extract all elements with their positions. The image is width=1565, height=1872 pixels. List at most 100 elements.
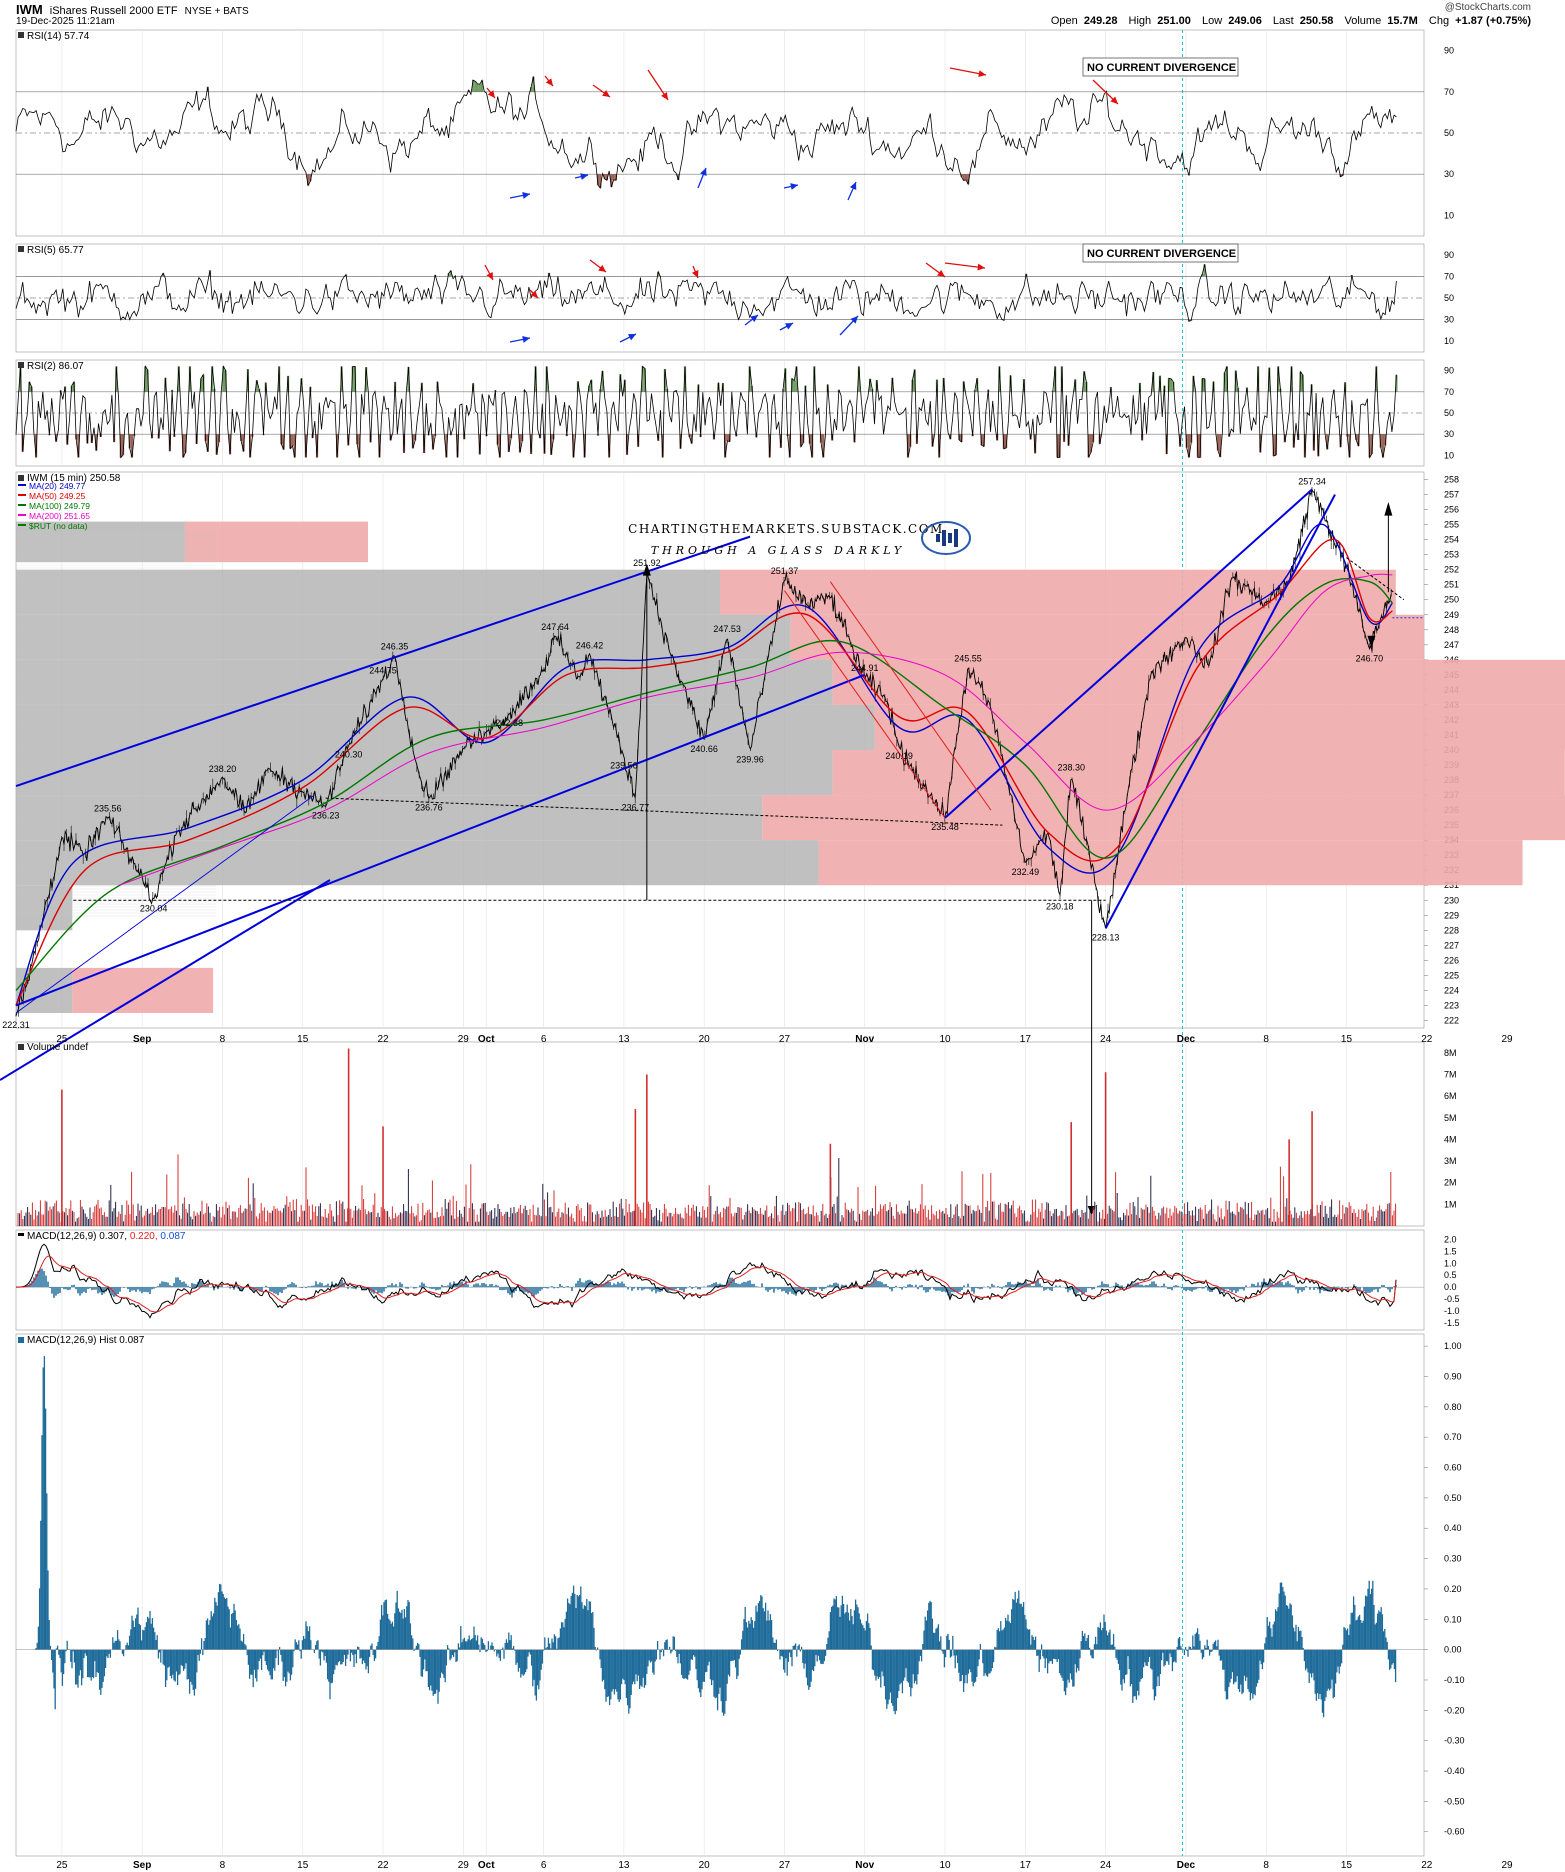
rsi-overbought-fill bbox=[222, 366, 225, 392]
x-axis-label: 15 bbox=[1341, 1860, 1353, 1871]
price-label: 251.92 bbox=[633, 558, 661, 568]
rsi-tick-label: 70 bbox=[1444, 87, 1454, 97]
hist-tick-label: 0.80 bbox=[1444, 1402, 1462, 1412]
rsi-overbought-fill bbox=[1152, 371, 1155, 392]
rsi-oversold-fill bbox=[293, 434, 296, 458]
rsi-oversold-fill bbox=[1355, 434, 1358, 441]
x-axis-label: 13 bbox=[618, 1860, 630, 1871]
price-label: 238.20 bbox=[209, 764, 237, 774]
rsi-oversold-fill bbox=[206, 434, 209, 452]
bearish-divergence-arrow-head bbox=[692, 270, 699, 278]
rsi-oversold-fill bbox=[614, 174, 617, 181]
logo-candle bbox=[942, 530, 946, 546]
x-axis-label: Dec bbox=[1177, 1034, 1196, 1045]
rsi-overbought-fill bbox=[857, 366, 861, 392]
rsi-overbought-fill bbox=[364, 367, 368, 392]
rsi-oversold-fill bbox=[822, 434, 825, 458]
rsi-oversold-fill bbox=[431, 434, 435, 450]
rsi-oversold-fill bbox=[309, 174, 312, 182]
bullish-divergence-arrow-head bbox=[750, 315, 758, 323]
price-label: 222.31 bbox=[2, 1020, 30, 1030]
volume-profile-up-bar bbox=[16, 659, 833, 705]
rsi-overbought-fill bbox=[199, 378, 203, 392]
high-value: 251.00 bbox=[1157, 15, 1191, 27]
hist-tick-label: -0.60 bbox=[1444, 1827, 1465, 1837]
x-axis-label: Nov bbox=[855, 1860, 874, 1871]
rsi-tick-label: 70 bbox=[1444, 387, 1454, 397]
price-label: 238.30 bbox=[1057, 763, 1085, 773]
bullish-divergence-arrow-head bbox=[580, 173, 588, 181]
rsi-oversold-fill bbox=[1381, 434, 1385, 458]
macd-tick-label: -1.5 bbox=[1444, 1318, 1460, 1328]
legend-swatch bbox=[18, 514, 26, 516]
price-legend-item: MA(20) 249.77 bbox=[29, 481, 85, 491]
hist-legend: MACD(12,26,9) Hist 0.087 bbox=[27, 1335, 145, 1346]
volume-tick-label: 8M bbox=[1444, 1048, 1457, 1058]
chg-label: Chg bbox=[1428, 15, 1450, 27]
x-axis-label: 22 bbox=[377, 1860, 389, 1871]
rsi-overbought-fill bbox=[868, 378, 872, 392]
rsi-overbought-fill bbox=[478, 84, 481, 92]
rsi-overbought-fill bbox=[1395, 374, 1398, 392]
low-value: 249.06 bbox=[1228, 15, 1262, 27]
rsi-overbought-fill bbox=[211, 366, 214, 392]
legend-swatch bbox=[18, 524, 26, 526]
x-axis-label: 25 bbox=[56, 1034, 68, 1045]
rsi-oversold-fill bbox=[282, 434, 285, 450]
rsi-overbought-fill bbox=[177, 366, 180, 392]
x-axis-label: 20 bbox=[699, 1860, 711, 1871]
rsi-overbought-fill bbox=[255, 380, 258, 392]
x-axis-label: 10 bbox=[939, 1034, 951, 1045]
price-tick-label: 257 bbox=[1444, 490, 1459, 500]
volume-profile-up-bar bbox=[16, 967, 73, 1013]
rsi-oversold-fill bbox=[242, 434, 245, 452]
bullish-divergence-arrow-head bbox=[700, 168, 707, 176]
bearish-divergence-arrow-head bbox=[487, 90, 495, 98]
volume-label: Volume bbox=[1344, 15, 1382, 27]
rsi-oversold-fill bbox=[612, 174, 615, 180]
rsi-oversold-fill bbox=[906, 434, 910, 458]
rsi-oversold-fill bbox=[411, 434, 415, 449]
rsi-oversold-fill bbox=[119, 434, 122, 458]
falling-channel-line bbox=[784, 590, 946, 819]
x-axis-label: 24 bbox=[1100, 1860, 1112, 1871]
macd-tick-label: 0.5 bbox=[1444, 1270, 1457, 1280]
bullish-divergence-arrow-head bbox=[785, 323, 793, 330]
brand-subtitle: THROUGH A GLASS DARKLY bbox=[651, 544, 905, 557]
trendline bbox=[325, 797, 1003, 826]
rsi-tick-label: 30 bbox=[1444, 169, 1454, 179]
volume-tick-label: 3M bbox=[1444, 1156, 1457, 1166]
x-axis-label: Sep bbox=[133, 1034, 151, 1045]
x-axis-label: 15 bbox=[297, 1034, 309, 1045]
last-label: Last bbox=[1272, 15, 1294, 27]
price-label: 232.49 bbox=[1012, 867, 1040, 877]
rsi-oversold-fill bbox=[1033, 434, 1037, 454]
rsi-oversold-fill bbox=[1178, 434, 1182, 447]
symbol: IWM bbox=[16, 2, 43, 17]
volume-profile-up-bar bbox=[16, 614, 791, 660]
hist-tick-label: -0.30 bbox=[1444, 1736, 1465, 1746]
price-tick-label: 248 bbox=[1444, 625, 1459, 635]
falling-channel-line bbox=[829, 581, 992, 811]
price-legend-item: MA(50) 249.25 bbox=[29, 491, 85, 501]
rsi-overbought-fill bbox=[641, 366, 644, 392]
quote-bar: Open 249.28 High 251.00 Low 249.06 Last … bbox=[1048, 15, 1531, 27]
rsi-oversold-fill bbox=[184, 434, 187, 453]
rsi-oversold-fill bbox=[95, 434, 98, 451]
hist-tick-label: -0.20 bbox=[1444, 1705, 1465, 1715]
bearish-divergence-arrow-head bbox=[486, 272, 493, 280]
price-label: 257.34 bbox=[1298, 476, 1326, 486]
rsi-overbought-fill bbox=[643, 368, 646, 392]
price-label: 235.56 bbox=[94, 804, 122, 814]
x-axis-label: Sep bbox=[133, 1860, 151, 1871]
volume-tick-label: 1M bbox=[1444, 1199, 1457, 1209]
panel-frame-macd bbox=[15, 1229, 1425, 1331]
trendline bbox=[15, 794, 315, 1014]
x-axis-label: 29 bbox=[458, 1034, 470, 1045]
x-axis-label: 20 bbox=[699, 1034, 711, 1045]
rsi-oversold-fill bbox=[967, 174, 970, 185]
rsi-overbought-fill bbox=[683, 366, 687, 392]
rsi-oversold-fill bbox=[456, 434, 459, 458]
macd-legend: MACD(12,26,9) 0.307, 0.220, 0.087 bbox=[27, 1231, 186, 1242]
